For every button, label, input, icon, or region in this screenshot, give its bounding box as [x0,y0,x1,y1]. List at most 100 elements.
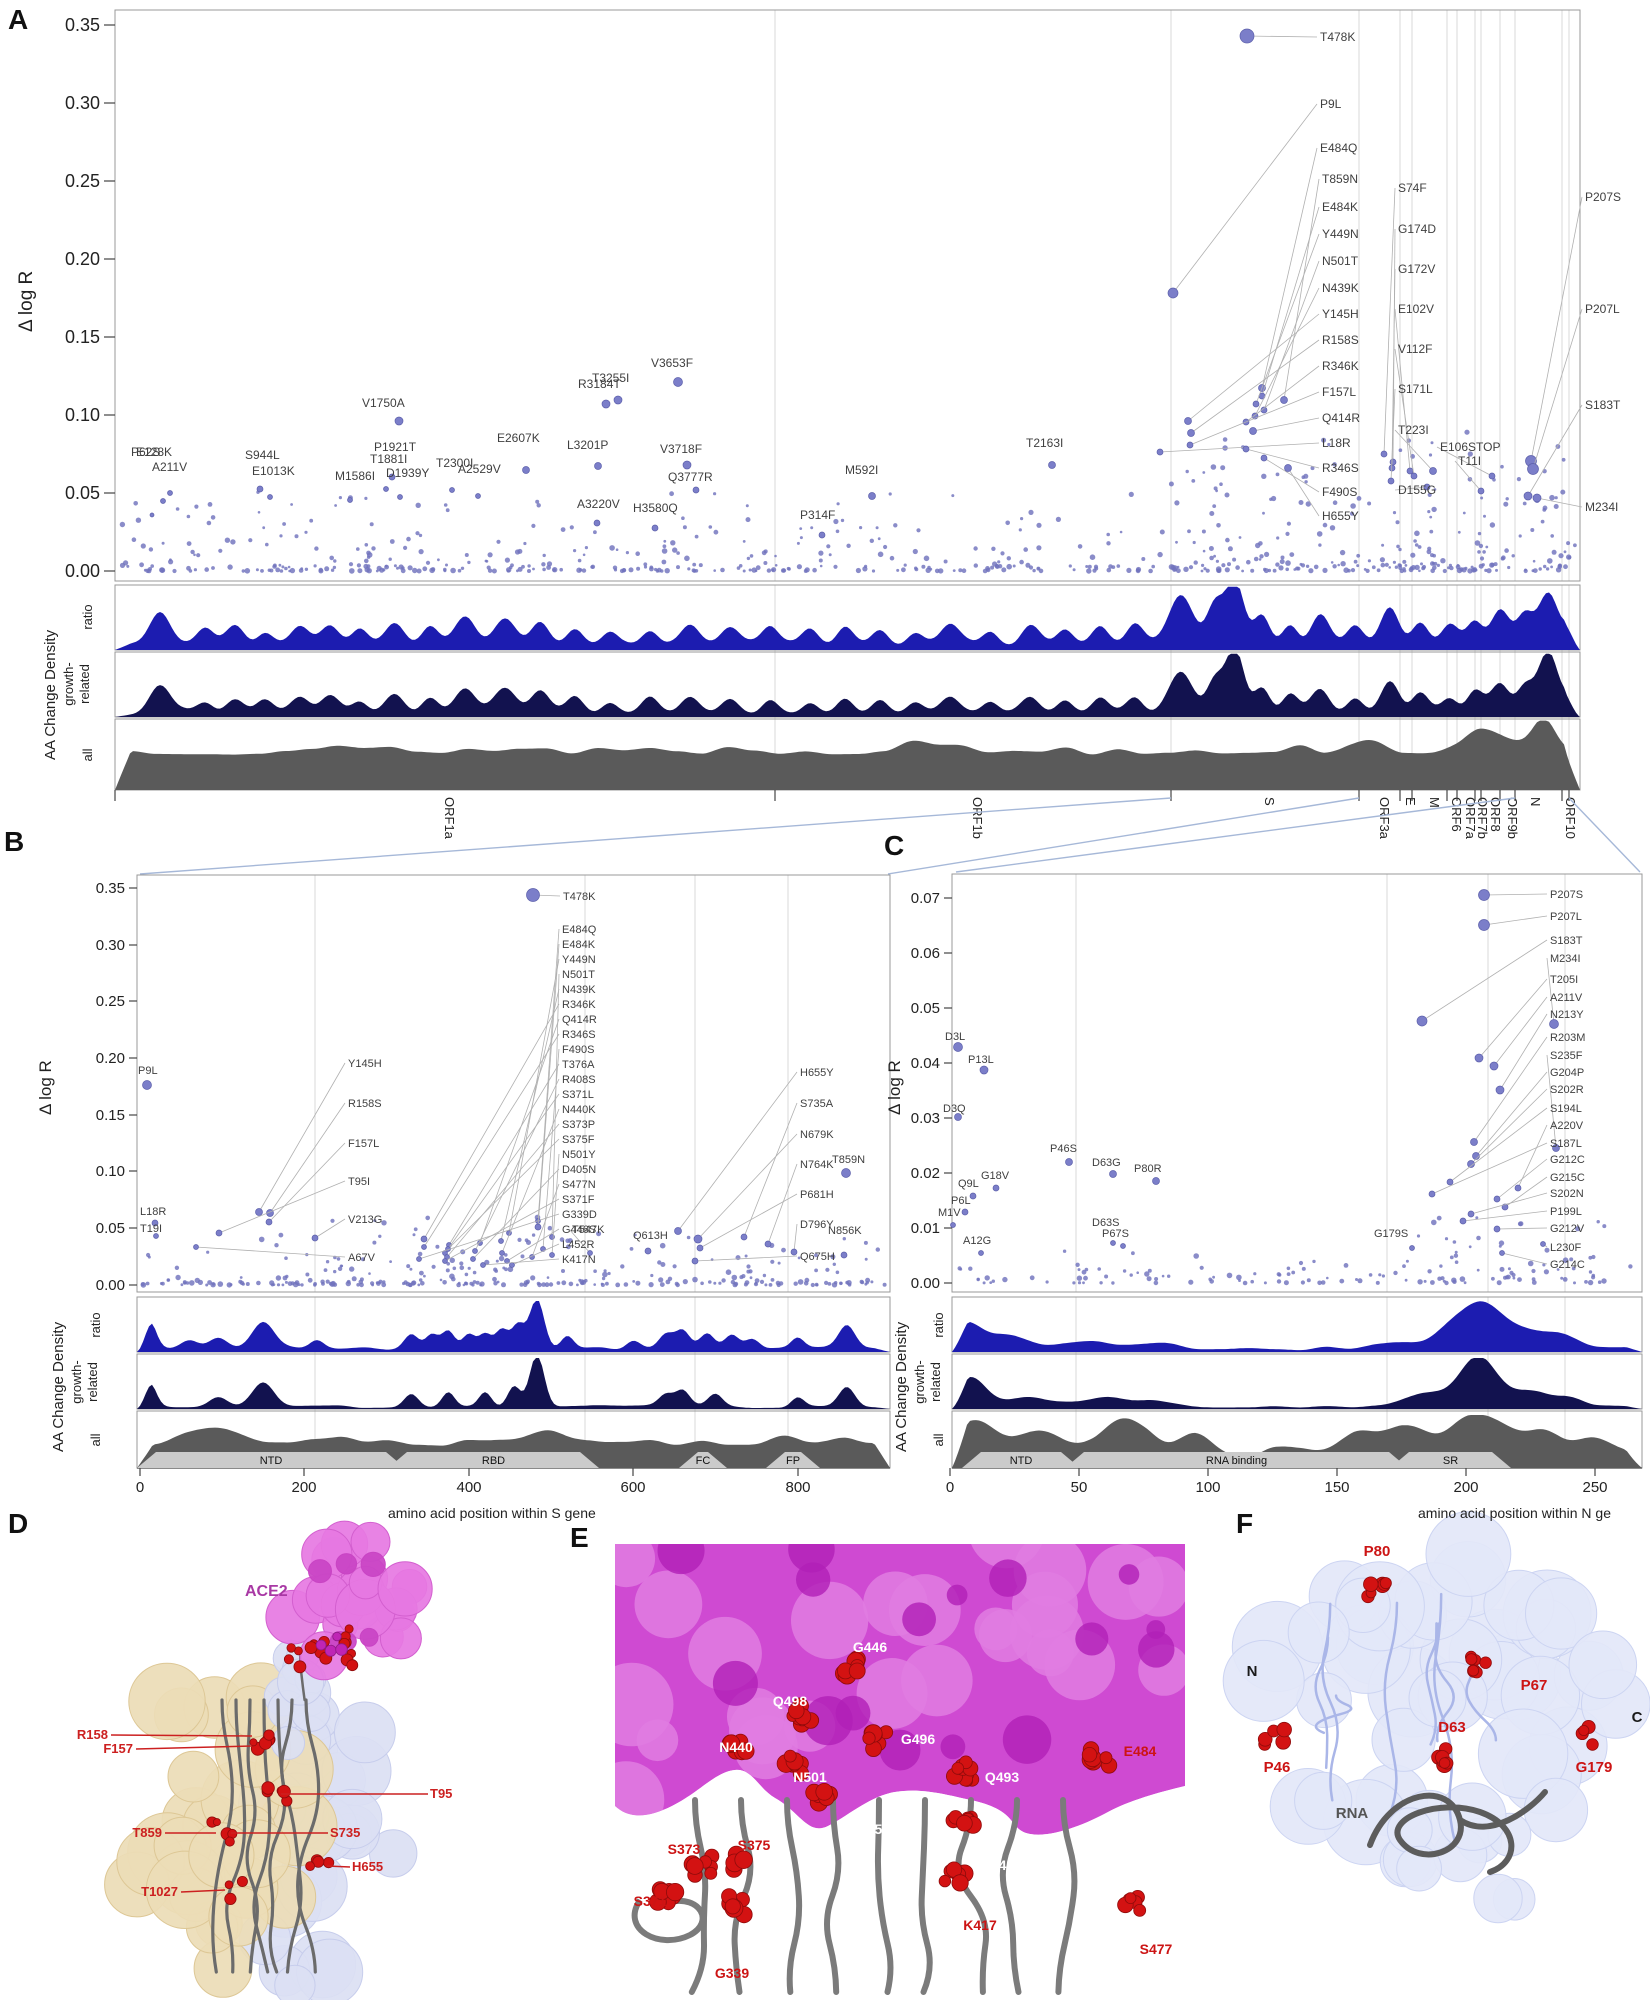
scatter-dot [238,1279,243,1284]
ytick-B-0.35: 0.35 [96,880,125,897]
mutation-label-Q613H: Q613H [633,1230,668,1242]
xtick-C-100: 100 [1195,1479,1220,1496]
scatter-dot [382,568,386,572]
scatter-dot [1464,429,1470,435]
density-C-ratio [952,1301,1642,1352]
residue-label-S735: S735 [330,1825,360,1840]
leader-T11I [1454,460,1482,492]
scatter-dot [1304,480,1308,484]
scatter-dot [185,1281,190,1285]
scatter-dot [1300,1280,1305,1285]
scatter-dot [330,568,335,572]
ribbon-strand [296,1698,321,1974]
leader-Q675H [694,1255,798,1262]
mutation-dot-N856K [840,1251,848,1259]
scatter-dot [1491,1276,1495,1281]
scatter-dot [349,568,355,574]
leader-T205I [1478,978,1548,1059]
residue-label-S477: S477 [1140,1941,1173,1957]
scatter-dot [629,1247,634,1251]
scatter-dot [464,1281,468,1285]
scatter-dot [460,566,465,570]
scatter-dot [546,1276,550,1279]
leader-P207S [1483,893,1548,896]
scatter-dot [285,1274,289,1279]
residue-label-N501: N501 [793,1769,827,1785]
xtick-C-150: 150 [1324,1479,1349,1496]
mutation-label-A211V: A211V [1550,992,1583,1004]
mutation-label-P314F: P314F [800,508,835,522]
scatter-dot [1356,553,1361,558]
mutation-label-D3L: D3L [945,1031,965,1043]
scatter-dot [1305,501,1312,507]
scatter-dot [1414,543,1419,547]
scatter-dot [827,1282,832,1286]
residue-spheres-f-2 [1431,1742,1454,1774]
scatter-dot [1482,550,1486,554]
scatter-dot [211,566,215,570]
scatter-dot [1300,563,1306,568]
scatter-dot [1343,567,1349,573]
scatter-dot [1503,1275,1507,1280]
mutation-label-P80R: P80R [1134,1163,1162,1175]
scatter-dot [412,1233,416,1237]
ytick-a-0.15: 0.15 [65,327,100,347]
scatter-dot [498,1255,505,1262]
scatter-dot [161,541,165,545]
scatter-dot [927,565,931,570]
mutation-label-T1881I: T1881I [370,452,407,466]
scatter-dot [1238,536,1242,539]
scatter-dot [569,525,574,530]
scatter-dot [1272,568,1277,573]
scatter-dot [1343,1263,1349,1268]
scatter-dot [135,517,142,523]
residue-label-G179: G179 [1576,1759,1613,1776]
scatter-dot [1006,556,1011,561]
xtick-C-50: 50 [1071,1479,1088,1496]
scatter-dot [1512,1276,1516,1280]
scatter-dot [321,1282,325,1286]
scatter-dot [1506,1274,1511,1280]
residue-leader-F157 [135,1745,253,1750]
residue-label-P67: P67 [1521,1677,1548,1694]
mutation-label-D405N: D405N [562,1164,596,1176]
mutation-label-V1750A: V1750A [362,396,405,410]
scatter-dot [1379,557,1385,563]
scatter-dot [1286,1272,1291,1276]
scatter-dot [830,1254,836,1260]
leader-S371L [444,1093,560,1254]
scatter-dot [126,564,130,568]
scatter-dot [713,569,716,572]
scatter-dot [781,568,787,573]
mutation-label-A211V: A211V [152,460,187,474]
scatter-dot [1431,1219,1437,1226]
mutation-dot-P1921T [388,473,396,481]
scatter-dot [1083,1275,1088,1281]
scatter-dot [1077,544,1083,549]
scatter-dot [281,1283,285,1287]
scatter-dot [708,525,713,529]
scatter-dot [1029,1275,1035,1281]
scatter-dot [368,1272,371,1275]
xtick-B-0: 0 [136,1479,144,1496]
scatter-dot [632,1280,636,1283]
scatter-dot [1549,494,1555,501]
scatter-dot [990,565,995,570]
leader-E484Q [1261,147,1318,389]
scatter-dot [1000,551,1005,556]
scatter-dot [835,529,840,534]
gene-label-N: N [1528,797,1543,806]
mutation-label-T376A: T376A [562,1059,595,1071]
scatter-dot [793,1281,798,1286]
scatter-dot [1591,1254,1596,1260]
mutation-dot-E128K [160,498,166,504]
scatter-dot [1518,534,1522,538]
scatter-dot [865,1281,869,1285]
scatter-dot [1305,564,1310,568]
mutation-label-E106STOP: E106STOP [1440,440,1500,454]
scatter-dot [1430,561,1435,566]
ytick-C-0.07: 0.07 [911,890,940,907]
domain-band-NTD [962,1452,1080,1468]
mutation-dot-Q3777R [692,486,700,494]
